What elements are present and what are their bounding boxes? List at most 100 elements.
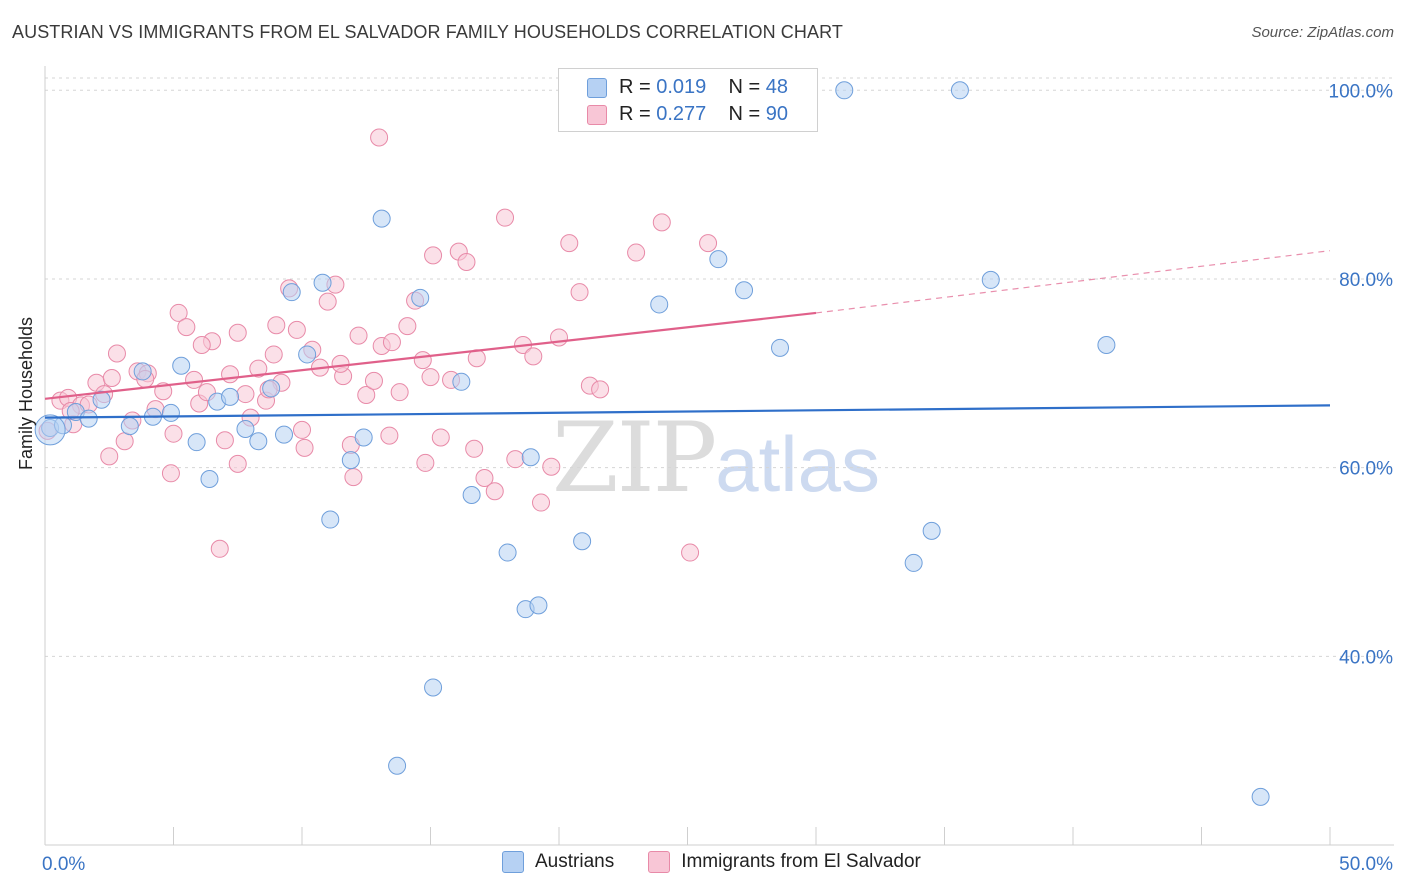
point-elsalvador-73 [681, 543, 700, 562]
point-austrians-38 [735, 281, 754, 300]
point-austrians-29 [462, 486, 481, 505]
point-austrians-15 [249, 432, 268, 451]
point-elsalvador-88 [100, 447, 119, 466]
y-axis-title: Family Households [16, 316, 36, 470]
austrians-swatch [587, 78, 607, 98]
point-austrians-4 [92, 390, 111, 409]
stats-legend: R = 0.019 N = 48 R = 0.277 N = 90 [558, 68, 818, 132]
point-austrians-6 [133, 362, 152, 381]
legend-elsalvador-swatch [648, 851, 671, 873]
point-austrians-13 [221, 387, 240, 406]
watermark-atlas: atlas [715, 420, 880, 508]
point-elsalvador-67 [570, 283, 589, 302]
point-austrians-33 [529, 596, 548, 615]
point-elsalvador-29 [249, 359, 268, 378]
point-elsalvador-27 [236, 385, 255, 404]
elsalvador-r-value: 0.277 [656, 102, 707, 125]
point-austrians-10 [187, 433, 206, 452]
point-elsalvador-74 [699, 234, 718, 253]
point-elsalvador-70 [370, 128, 389, 147]
point-elsalvador-18 [177, 318, 196, 337]
point-austrians-46 [1251, 787, 1270, 806]
point-austrians-43 [950, 81, 969, 100]
point-austrians-37 [709, 250, 728, 269]
point-elsalvador-80 [416, 453, 435, 472]
point-austrians-16 [262, 379, 281, 398]
point-austrians-39 [771, 338, 790, 357]
point-elsalvador-71 [627, 243, 646, 262]
point-austrians-24 [372, 209, 391, 228]
y-tick-label-3: 100.0% [1329, 81, 1394, 102]
point-elsalvador-76 [267, 316, 286, 335]
point-elsalvador-8 [102, 369, 121, 388]
point-austrians-18 [282, 283, 301, 302]
x-tick-label-1: 50.0% [1339, 854, 1393, 875]
point-austrians-22 [341, 451, 360, 470]
point-austrians-35 [650, 295, 669, 314]
point-elsalvador-50 [413, 351, 432, 370]
point-austrians-25 [388, 756, 407, 775]
point-austrians-40 [835, 81, 854, 100]
elsalvador-swatch [587, 105, 607, 125]
point-austrians-44 [981, 270, 1000, 289]
y-tick-label-1: 60.0% [1339, 459, 1393, 480]
point-austrians-21 [321, 510, 340, 529]
point-austrians-20 [313, 273, 332, 292]
point-elsalvador-19 [185, 370, 204, 389]
elsalvador-n-value: 90 [765, 102, 789, 125]
point-austrians-23 [354, 428, 373, 447]
elsalvador-r-label: R = [619, 102, 657, 125]
point-elsalvador-26 [228, 323, 247, 342]
point-elsalvador-86 [382, 333, 401, 352]
point-elsalvador-43 [357, 386, 376, 405]
elsalvador-n-label: N = [728, 102, 766, 125]
point-elsalvador-81 [465, 439, 484, 458]
point-elsalvador-55 [457, 252, 476, 271]
point-austrians-42 [922, 521, 941, 540]
trend-line-elsalvador [44, 311, 817, 400]
point-elsalvador-63 [532, 493, 551, 512]
point-austrians-3 [79, 409, 98, 428]
point-elsalvador-47 [390, 383, 409, 402]
point-elsalvador-85 [331, 354, 350, 373]
point-elsalvador-65 [550, 328, 568, 347]
point-elsalvador-10 [115, 432, 134, 451]
legend-austrians-label: Austrians [535, 851, 615, 872]
point-elsalvador-48 [398, 317, 417, 336]
point-elsalvador-23 [210, 539, 229, 558]
point-elsalvador-60 [506, 450, 525, 469]
watermark-zip: ZIP [552, 402, 717, 514]
point-elsalvador-69 [591, 380, 610, 399]
point-elsalvador-31 [264, 345, 283, 364]
series-legend: Austrians Immigrants from El Salvador [502, 851, 921, 873]
point-austrians-30 [498, 543, 517, 562]
point-elsalvador-52 [431, 428, 450, 447]
point-austrians-17 [275, 425, 294, 444]
source-label: Source: ZipAtlas.com [1251, 24, 1394, 41]
austrians-n-label: N = [728, 75, 766, 98]
point-austrians-32 [521, 448, 540, 467]
point-elsalvador-24 [215, 431, 234, 450]
y-tick-label-0: 40.0% [1339, 647, 1393, 668]
trend-line-austrians [44, 404, 1331, 419]
x-tick-label-0: 0.0% [42, 854, 85, 875]
austrians-r-value: 0.019 [656, 75, 707, 98]
point-austrians-28 [452, 372, 471, 391]
point-elsalvador-57 [475, 469, 494, 488]
point-elsalvador-58 [485, 482, 504, 501]
trend-extension-elsalvador [815, 250, 1331, 314]
point-elsalvador-66 [560, 234, 579, 253]
point-elsalvador-44 [364, 371, 383, 390]
point-elsalvador-83 [228, 454, 247, 473]
point-elsalvador-79 [344, 468, 363, 487]
point-elsalvador-46 [380, 426, 399, 445]
y-tick-label-2: 80.0% [1339, 270, 1393, 291]
point-austrians-27 [424, 678, 443, 697]
point-elsalvador-72 [652, 213, 671, 232]
point-elsalvador-25 [221, 365, 240, 384]
point-austrians-cluster [34, 414, 66, 446]
point-elsalvador-87 [421, 368, 440, 387]
point-elsalvador-78 [192, 336, 211, 355]
point-elsalvador-64 [542, 457, 561, 476]
